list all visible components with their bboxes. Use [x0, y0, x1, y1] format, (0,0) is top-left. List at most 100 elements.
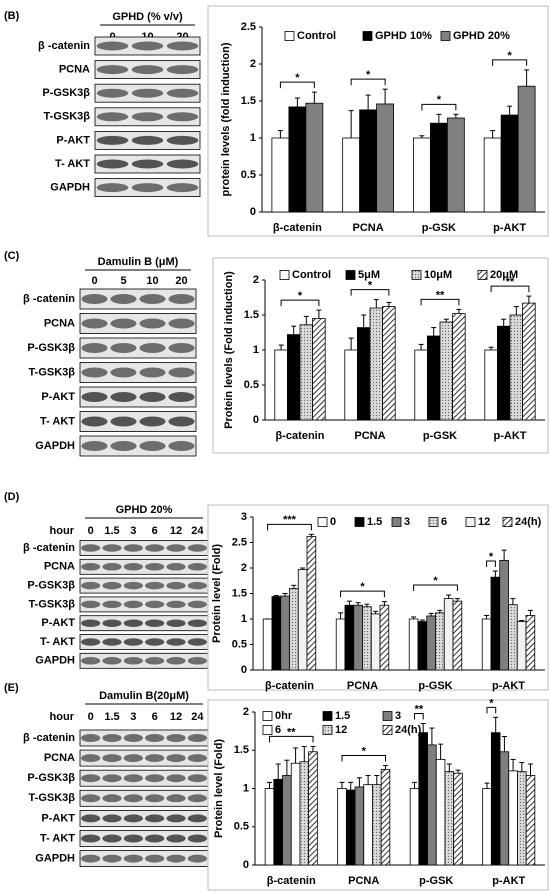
blot-band [145, 754, 165, 763]
blot-band [168, 416, 195, 427]
bar [483, 137, 502, 213]
y-tick-label: 2.5 [232, 536, 247, 548]
blot-band [166, 657, 186, 665]
blot-row-label: P-GSK3β [42, 87, 90, 99]
legend-swatch [284, 31, 295, 41]
blot-band [102, 581, 122, 590]
y-tick-label: 2.5 [241, 21, 256, 33]
y-tick-label: 1 [243, 782, 249, 794]
bar [453, 772, 463, 866]
blot-band [81, 563, 101, 571]
bar [288, 106, 307, 213]
legend-label: GPHD 20% [453, 30, 510, 42]
blot-band [145, 834, 165, 843]
blot-band [145, 544, 165, 552]
blot-band [102, 619, 122, 627]
y-tick-label: 0.5 [232, 638, 247, 650]
blot-band [145, 563, 165, 571]
blot-band [187, 600, 207, 609]
blot-row-label: β -catenin [23, 293, 75, 305]
legend-label: 12 [478, 516, 490, 528]
legend-swatch [465, 517, 476, 527]
bar [372, 784, 382, 866]
significance-bracket [279, 81, 315, 89]
significance-label: ** [436, 289, 445, 301]
blot-strip [79, 288, 197, 310]
blot-band [81, 657, 101, 665]
bar [290, 762, 301, 866]
blot-band [145, 600, 165, 609]
bar [490, 732, 501, 866]
significance-bracket [350, 289, 390, 296]
legend-swatch [382, 725, 393, 735]
significance-label: * [507, 50, 512, 62]
lane-label: 0 [91, 275, 97, 287]
lane-label: 24 [191, 711, 204, 723]
blot-row-label: PCNA [44, 752, 75, 764]
lane-label: 6 [152, 525, 158, 537]
y-tick-label: 0.5 [234, 821, 249, 833]
lane-label: 1.5 [104, 711, 119, 723]
blot-strip [79, 386, 197, 408]
significance-bracket [413, 584, 458, 592]
y-tick-label: 0.5 [244, 379, 259, 391]
lane-label: 6 [152, 711, 158, 723]
significance-bracket [280, 299, 320, 307]
blot-band [187, 774, 207, 783]
x-tick-label: p-GSK [422, 222, 456, 234]
blot-row-label: T- AKT [55, 158, 90, 170]
blot-row-label: GAPDH [35, 655, 75, 667]
blot-row-label: GAPDH [50, 182, 90, 194]
blot-row-label: T- AKT [40, 636, 75, 648]
bar [359, 109, 378, 213]
legend-swatch [317, 517, 328, 527]
legend-swatch [502, 517, 513, 527]
x-tick-label: β-catenin [267, 875, 316, 887]
bar [500, 114, 519, 213]
panel-label: (D) [4, 491, 20, 503]
significance-label: * [489, 697, 494, 709]
blot-band [123, 734, 143, 742]
blot-header: Damulin B(20μM) [99, 690, 189, 702]
bar [499, 751, 510, 866]
panel-label: (B) [4, 10, 20, 22]
bar [264, 788, 275, 866]
significance-bracket [340, 590, 385, 598]
legend-swatch [391, 517, 402, 527]
blot-band [123, 794, 143, 803]
x-tick-label: p-AKT [493, 222, 526, 234]
bar [499, 559, 509, 671]
blot-band [166, 112, 199, 122]
significance-bracket [420, 298, 460, 306]
blot-band [166, 734, 186, 742]
legend-label: 10μM [424, 269, 452, 281]
x-tick-label: PCNA [354, 430, 385, 442]
legend-swatch [428, 517, 439, 527]
bar [517, 771, 527, 866]
bar [496, 325, 511, 421]
bar [282, 775, 292, 866]
blot-band [187, 544, 207, 552]
y-tick-label: 2 [243, 706, 249, 718]
blot-band [110, 367, 137, 378]
lane-label: 3 [130, 525, 136, 537]
bar [380, 768, 391, 866]
significance-bracket [421, 103, 457, 111]
significance-label: ** [506, 276, 515, 288]
bar [408, 618, 419, 671]
lane-label: 5 [120, 275, 126, 287]
y-axis-label: Protein levels (Fold induction) [223, 271, 235, 429]
bar [356, 327, 371, 421]
blot-band [187, 854, 207, 863]
blot-band [96, 135, 129, 145]
blot-band [145, 814, 165, 823]
bar [452, 600, 463, 671]
blot-band [81, 441, 108, 451]
blot-row-label: T-GSK3β [44, 111, 91, 123]
legend-label: 0 [330, 516, 336, 528]
blot-band [145, 794, 165, 803]
significance-bracket [267, 523, 312, 531]
blot-band [102, 854, 122, 863]
bar [482, 788, 492, 866]
bar [344, 604, 355, 671]
